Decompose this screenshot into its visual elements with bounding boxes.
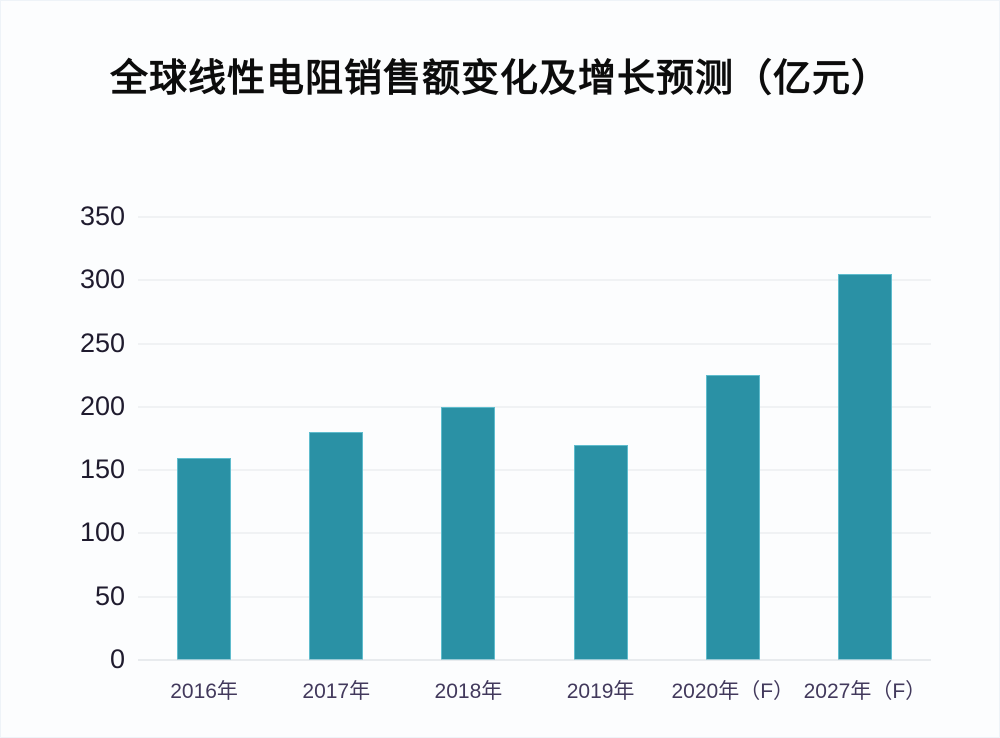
x-axis-category-label: 2017年 (302, 680, 371, 703)
y-axis-tick-label: 300 (79, 264, 125, 295)
gridline (138, 469, 931, 471)
y-axis-tick-label: 50 (94, 580, 125, 611)
y-axis-tick-label: 150 (79, 454, 125, 485)
gridline (138, 406, 931, 408)
gridline (138, 343, 931, 345)
x-axis-category-label: 2020年（F） (671, 680, 795, 703)
y-axis-tick-label: 100 (79, 517, 125, 548)
plot-area: 0 50 100 150 200 250 300 350 2016年 2017年 2018年 201… (80, 201, 931, 703)
y-axis-tick-label: 250 (79, 327, 125, 358)
x-axis-category-label: 2019年 (566, 680, 635, 703)
bar-2020年（F） (705, 375, 760, 660)
y-axis-tick-label: 350 (79, 200, 125, 231)
bar-2017年 (309, 432, 364, 660)
chart-title: 全球线性电阻销售额变化及增长预测（亿元） (109, 58, 890, 100)
gridline (138, 596, 931, 598)
y-axis-tick-label: 200 (79, 390, 125, 421)
y-axis-tick-label: 0 (109, 643, 125, 674)
x-axis-category-label: 2016年 (170, 680, 238, 703)
gridline (138, 216, 931, 218)
bar-2027年（F） (837, 273, 892, 660)
bar-2016年 (177, 457, 232, 660)
x-axis-baseline (138, 659, 931, 661)
x-axis-category-label: 2027年（F） (803, 680, 927, 703)
bar-2018年 (441, 406, 496, 660)
x-axis-category-label: 2018年 (434, 680, 503, 703)
gridline (138, 279, 931, 281)
gridline (138, 532, 931, 534)
bar-2019年 (573, 444, 628, 660)
